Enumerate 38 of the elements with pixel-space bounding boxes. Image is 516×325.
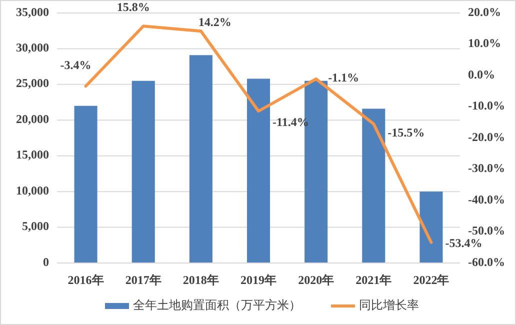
data-label: -1.1%: [328, 70, 360, 85]
y2-tick-label: -60.0%: [468, 254, 505, 269]
x-tick-label: 2020年: [298, 272, 334, 287]
x-tick-label: 2022年: [413, 272, 450, 287]
y2-tick-label: -40.0%: [468, 192, 505, 206]
data-label: 15.8%: [116, 0, 150, 14]
data-label: -53.4%: [445, 236, 482, 250]
y2-tick-label: 20.0%: [468, 4, 501, 19]
bar: [420, 192, 443, 263]
data-label: 14.2%: [198, 14, 232, 29]
data-label: -15.5%: [388, 126, 425, 140]
bar: [74, 106, 98, 263]
x-tick-label: 2017年: [125, 272, 162, 287]
bar: [362, 108, 386, 263]
x-tick-label: 2018年: [182, 272, 219, 287]
y-tick-label: 5,000: [22, 219, 49, 234]
bar: [132, 80, 155, 263]
y2-tick-label: -50.0%: [468, 224, 505, 238]
y2-tick-label: -30.0%: [468, 161, 505, 175]
data-label: -3.4%: [60, 58, 92, 72]
bar: [246, 78, 270, 263]
y-tick-label: 15,000: [16, 148, 49, 162]
y2-tick-label: -10.0%: [468, 98, 505, 112]
x-tick-label: 2019年: [240, 272, 276, 287]
x-tick-label: 2021年: [356, 272, 392, 287]
bar: [189, 55, 212, 263]
y2-tick-label: 0.0%: [468, 67, 495, 82]
legend-label: 全年土地购置面积（万平方米）: [133, 298, 301, 312]
y2-tick-label: 10.0%: [468, 36, 501, 50]
x-tick-label: 2016年: [68, 272, 104, 287]
legend-label: 同比增长率: [359, 298, 419, 312]
y-tick-label: 10,000: [16, 183, 49, 198]
y-tick-label: 20,000: [16, 112, 49, 126]
y-tick-label: 25,000: [16, 76, 49, 90]
y2-tick-label: -20.0%: [468, 130, 505, 144]
y-tick-label: 0: [43, 254, 49, 269]
y-tick-label: 35,000: [16, 4, 49, 19]
y-tick-label: 30,000: [16, 40, 49, 54]
